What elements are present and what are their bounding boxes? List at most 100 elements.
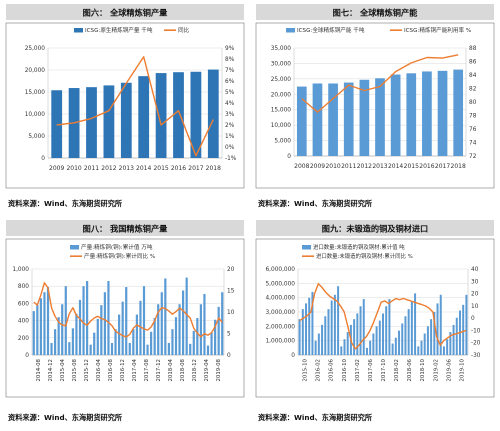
bar — [385, 306, 388, 355]
bar — [203, 293, 206, 355]
bar — [221, 292, 224, 355]
bar — [296, 86, 307, 156]
y-right-tick-label: 86 — [469, 60, 477, 66]
y-right-tick-label: 5 — [227, 332, 231, 338]
y-left-tick-label: 35,000 — [271, 46, 292, 52]
source-note: 资料来源：Wind、东海期货研究所 — [8, 199, 123, 208]
bar — [103, 85, 115, 158]
bar — [301, 309, 304, 355]
x-tick-label: 2017-02 — [355, 359, 361, 382]
bar — [100, 305, 103, 355]
bar — [462, 304, 465, 355]
bar — [353, 319, 356, 355]
x-tick-label: 2009 — [49, 165, 64, 172]
y-left-tick-label: 0 — [287, 154, 291, 160]
bar — [312, 83, 323, 156]
bar — [103, 292, 106, 355]
legend-swatch-bar — [302, 245, 311, 250]
x-tick-label: 2015-10 — [303, 358, 309, 381]
bar — [337, 286, 340, 355]
bar — [64, 286, 67, 355]
x-tick-label: 2016-10 — [342, 358, 348, 381]
y-right-tick-label: 8% — [225, 57, 235, 63]
bar — [68, 342, 71, 355]
x-tick-label: 2011 — [84, 165, 99, 172]
x-tick-label: 2014 — [136, 165, 151, 172]
bar — [340, 346, 343, 355]
chart-caption: 图七： 全球精炼铜产能 — [333, 8, 419, 18]
bar — [118, 314, 121, 355]
bar — [298, 319, 301, 355]
y-right-tick-label: 82 — [469, 87, 477, 93]
bar — [36, 305, 39, 355]
bar — [423, 333, 426, 355]
x-tick-label: 2017-12 — [156, 359, 162, 382]
y-left-tick-label: 0 — [25, 353, 29, 359]
chart-svg: 图九：未锻造的铜及铜材进口 0 1,000,000 2,000,000 3,000,00… — [255, 220, 495, 422]
x-tick-label: 2012 — [101, 165, 116, 172]
x-tick-label: 2017-10 — [381, 358, 387, 381]
x-tick-label: 2014-08 — [36, 358, 42, 381]
legend-label: 进口数量:未锻造的铜及铜材:累计值 吨 — [313, 243, 405, 251]
x-tick-label: 2012 — [357, 163, 372, 170]
x-tick-label: 2015-12 — [84, 359, 90, 382]
bar — [167, 342, 170, 355]
x-tick-label: 2011 — [341, 163, 356, 170]
legend-label: 同比 — [178, 26, 190, 34]
bar — [346, 332, 349, 355]
y-left-tick-label: 5,000,000 — [265, 281, 295, 287]
bar — [139, 300, 142, 355]
bar — [71, 328, 74, 355]
bar — [324, 316, 327, 355]
y-left-tick-label: 25,000 — [271, 77, 292, 83]
x-tick-label: 2017-04 — [132, 358, 138, 381]
x-tick-label: 2016 — [171, 165, 186, 172]
bar — [196, 318, 199, 355]
y-right-tick-label: 10 — [471, 304, 479, 310]
bar — [369, 340, 372, 355]
chart-panel-fig8: 图八： 我国精炼铜产量 0 200 400 600 800 1,000 0 5 10 15 20 201… — [0, 215, 250, 431]
bar — [404, 316, 407, 355]
bar — [192, 330, 195, 355]
chart-panel-fig7: 图七： 全球精炼铜产能 0 5,000 10,000 15,000 20,000 25,00… — [250, 0, 500, 215]
bar — [437, 70, 448, 156]
x-tick-label: 2009 — [310, 163, 325, 170]
y-right-tick-label: 76 — [469, 127, 477, 133]
bar — [321, 324, 324, 355]
x-tick-label: 2018-06 — [407, 358, 413, 381]
y-left-tick-label: 400 — [18, 319, 29, 325]
y-left-tick-label: 10,000 — [271, 123, 292, 129]
legend-label: 产量:精炼铜(铜):累计值 万吨 — [81, 243, 153, 251]
y-right-tick-label: 40 — [471, 267, 479, 273]
source-note: 资料来源：Wind、东海期货研究所 — [258, 413, 373, 422]
x-tick-label: 2016-06 — [329, 358, 335, 381]
bar — [107, 281, 110, 355]
x-tick-label: 2019-08 — [216, 358, 222, 381]
bar — [430, 319, 433, 355]
bar — [138, 76, 150, 158]
bar — [174, 317, 178, 355]
y-right-tick-label: -1% — [225, 156, 237, 162]
x-tick-label: 2017 — [435, 163, 450, 170]
x-tick-label: 2019-04 — [204, 358, 210, 381]
x-tick-label: 2016 — [419, 163, 434, 170]
bar — [150, 331, 153, 355]
chart-frame — [255, 22, 495, 189]
bar — [89, 344, 92, 355]
bar — [417, 346, 420, 355]
bar — [135, 314, 138, 355]
bar — [378, 320, 381, 355]
bar — [157, 304, 160, 355]
y-right-tick-label: 10 — [227, 310, 235, 316]
x-tick-label: 2010 — [66, 165, 81, 172]
y-left-tick-label: 25,000 — [25, 46, 46, 52]
bar — [327, 309, 330, 355]
bar — [132, 329, 135, 355]
y-right-tick-label: 4% — [225, 101, 235, 107]
y-right-tick-label: 20 — [227, 267, 235, 273]
legend-swatch-bar — [74, 28, 83, 33]
bar — [394, 337, 397, 355]
x-tick-label: 2018 — [451, 163, 466, 170]
bar — [50, 342, 53, 355]
chart-svg: 图六： 全球精炼铜产量 0 5,000 10,000 15,000 20,000 25,00… — [5, 4, 245, 208]
